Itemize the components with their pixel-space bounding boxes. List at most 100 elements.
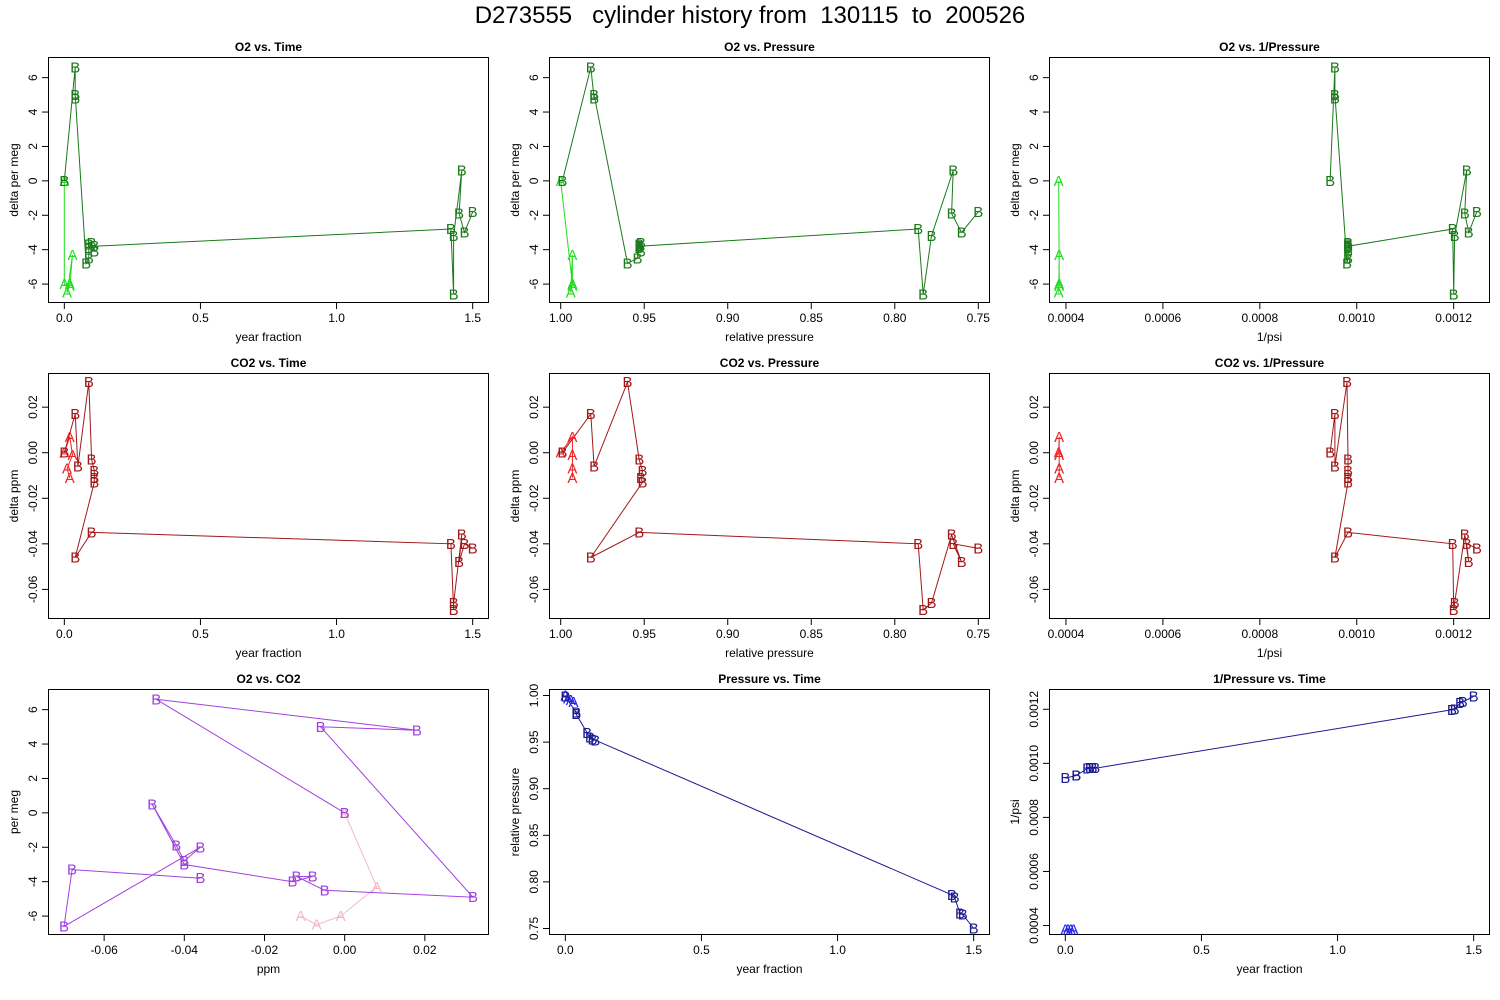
data-point-B: B <box>1090 760 1100 777</box>
x-tick-label: 0.80 <box>883 627 907 641</box>
data-point-B: B <box>948 163 958 180</box>
data-point-B: B <box>1462 163 1472 180</box>
data-point-A: A <box>62 285 72 302</box>
chart-6: O2 vs. CO2 -0.06 -0.04 -0.02 0.00 0.02 -6 -4 -2 0… <box>7 672 489 976</box>
plot-frame <box>48 689 489 935</box>
data-point-B: B <box>89 470 99 487</box>
data-point-B: B <box>1472 204 1482 221</box>
x-tick-label: 0.75 <box>967 627 991 641</box>
data-point-B: B <box>586 59 596 76</box>
y-tick-label: 0 <box>527 177 541 184</box>
data-point-B: B <box>586 550 596 567</box>
data-point-B: B <box>950 890 960 907</box>
data-point-A: A <box>1054 447 1064 464</box>
data-point-B: B <box>1460 206 1470 223</box>
x-axis-label: 1/psi <box>1257 646 1282 660</box>
series-line-B <box>561 380 979 611</box>
y-tick-label: -2 <box>1027 210 1041 221</box>
x-tick-label: 0.95 <box>633 627 657 641</box>
y-axis-label: delta per meg <box>7 143 21 216</box>
y-tick-label: 2 <box>26 143 40 150</box>
data-point-A: A <box>336 908 346 925</box>
data-point-B: B <box>454 206 464 223</box>
y-tick-label: -0.06 <box>26 575 40 603</box>
data-point-B: B <box>1460 527 1470 544</box>
y-tick-label: -0.06 <box>527 575 541 603</box>
data-point-B: B <box>1330 87 1340 104</box>
data-point-B: B <box>468 540 478 557</box>
y-tick-label: 0.02 <box>527 395 541 419</box>
data-point-B: B <box>969 920 979 937</box>
y-tick-label: -2 <box>26 842 40 853</box>
x-tick-label: 0.0006 <box>1145 311 1182 325</box>
y-tick-label: -6 <box>527 278 541 289</box>
series-line-A <box>300 812 378 926</box>
x-tick-label: -0.04 <box>171 943 199 957</box>
series-line-B <box>564 696 975 929</box>
data-point-A: A <box>566 692 576 709</box>
x-tick-label: 0.0010 <box>1338 627 1375 641</box>
data-point-B: B <box>84 237 94 254</box>
data-point-B: B <box>1462 536 1472 553</box>
data-point-B: B <box>557 445 567 462</box>
data-point-A: A <box>563 690 573 707</box>
data-point-A: A <box>67 447 77 464</box>
data-point-A: A <box>1054 445 1064 462</box>
data-point-B: B <box>586 406 596 423</box>
data-point-B: B <box>89 463 99 480</box>
data-point-B: B <box>1343 524 1353 541</box>
chart-5: CO2 vs. 1/Pressure 0.0004 0.0006 0.0008 0.00… <box>1008 356 1490 660</box>
data-point-B: B <box>87 452 97 469</box>
chart-1: O2 vs. Pressure 1.00 0.95 0.90 0.85 0.80 0.75 -… <box>508 40 990 344</box>
x-tick-label: 0.0008 <box>1241 627 1278 641</box>
data-point-B: B <box>1343 470 1353 487</box>
chart-title: CO2 vs. Time <box>231 356 307 370</box>
x-axis-label: year fraction <box>736 962 802 976</box>
data-point-A: A <box>567 247 577 264</box>
y-tick-label: 0.75 <box>527 916 541 940</box>
data-point-B: B <box>340 805 350 822</box>
series-line-B <box>1065 695 1474 779</box>
x-tick-label: 0.90 <box>716 311 740 325</box>
x-axis-label: relative pressure <box>725 330 814 344</box>
data-point-B: B <box>582 725 592 742</box>
y-tick-label: -0.06 <box>1027 575 1041 603</box>
data-point-A: A <box>1054 247 1064 264</box>
data-point-B: B <box>1325 173 1335 190</box>
y-tick-label: 0.0004 <box>1027 907 1041 944</box>
y-tick-label: 0 <box>1027 177 1041 184</box>
data-point-B: B <box>288 874 298 891</box>
data-point-B: B <box>84 374 94 391</box>
data-point-B: B <box>457 527 467 544</box>
data-point-A: A <box>566 285 576 302</box>
data-point-A: A <box>567 276 577 293</box>
y-tick-label: 6 <box>527 74 541 81</box>
chart-title: O2 vs. Time <box>235 40 302 54</box>
data-point-A: A <box>65 429 75 446</box>
series-line-B <box>63 382 473 610</box>
data-point-B: B <box>585 729 595 746</box>
data-point-B: B <box>1450 228 1460 245</box>
chart-title: O2 vs. Pressure <box>724 40 815 54</box>
data-point-B: B <box>1343 243 1353 260</box>
data-point-A: A <box>567 461 577 478</box>
data-point-A: A <box>1054 276 1064 293</box>
data-point-B: B <box>571 706 581 723</box>
series-line-A <box>560 180 573 293</box>
y-axis-label: delta ppm <box>7 470 21 523</box>
x-tick-label: 0.0008 <box>1241 311 1278 325</box>
y-tick-label: 0.0006 <box>1027 853 1041 890</box>
data-point-B: B <box>67 862 77 879</box>
data-point-B: B <box>913 536 923 553</box>
data-point-B: B <box>449 595 459 612</box>
data-point-B: B <box>623 255 633 272</box>
data-point-A: A <box>65 278 75 295</box>
x-tick-label: 0.0 <box>56 627 73 641</box>
data-point-B: B <box>1330 59 1340 76</box>
chart-0: O2 vs. Time 0.0 0.5 1.0 1.5 -6 -4 -2 0 2 4 6 year fr… <box>7 40 489 344</box>
chart-4: CO2 vs. Pressure 1.00 0.95 0.90 0.85 0.80 0.75… <box>508 356 990 660</box>
data-point-B: B <box>1325 445 1335 462</box>
data-point-B: B <box>84 240 94 257</box>
data-point-B: B <box>446 221 456 238</box>
data-point-B: B <box>195 839 205 856</box>
